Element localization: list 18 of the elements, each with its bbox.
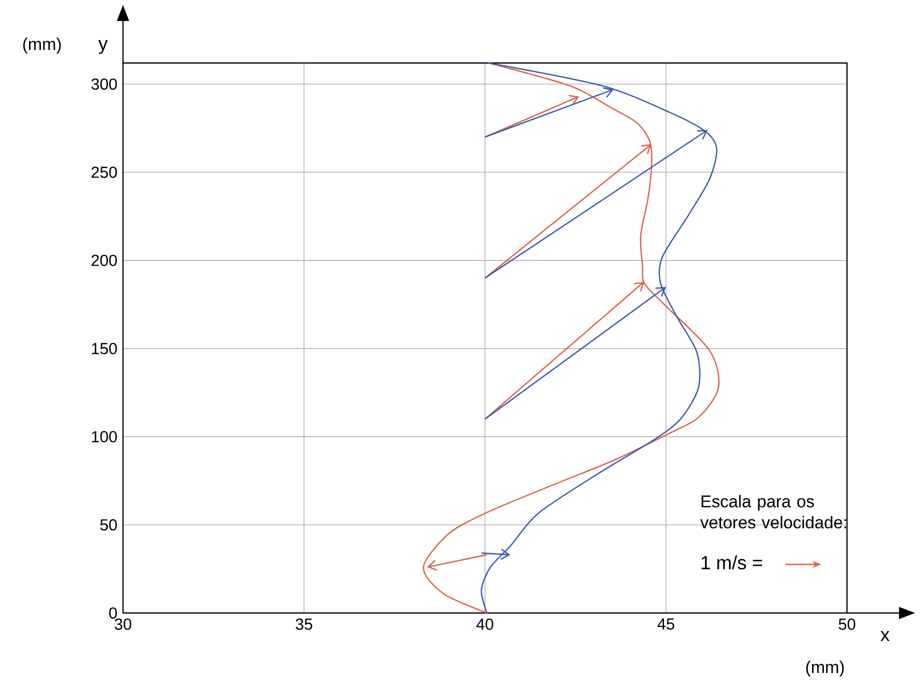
y-tick-label: 50 xyxy=(100,519,117,531)
x-axis-title: x xyxy=(880,630,890,641)
text: (mm) xyxy=(23,38,61,54)
y-tick-label: 150 xyxy=(92,342,117,354)
annotation: 1 m/s = xyxy=(702,555,762,570)
y-axis-title: y xyxy=(98,40,108,54)
x-tick-label: 45 xyxy=(657,618,674,630)
text: (mm) xyxy=(806,660,844,676)
y-tick-label: 0 xyxy=(109,607,117,619)
x-tick-label: 50 xyxy=(838,618,856,630)
y-tick-label: 300 xyxy=(91,78,117,90)
y-tick-label: 200 xyxy=(92,254,117,266)
y-tick-label: 100 xyxy=(92,431,117,442)
x-tick-label: 35 xyxy=(296,618,312,630)
y-tick-label: 250 xyxy=(92,166,117,178)
x-tick-label: 30 xyxy=(114,618,132,630)
x-tick-label: 40 xyxy=(476,618,494,630)
annotation: Escala para os vetores velocidade: xyxy=(700,494,846,528)
